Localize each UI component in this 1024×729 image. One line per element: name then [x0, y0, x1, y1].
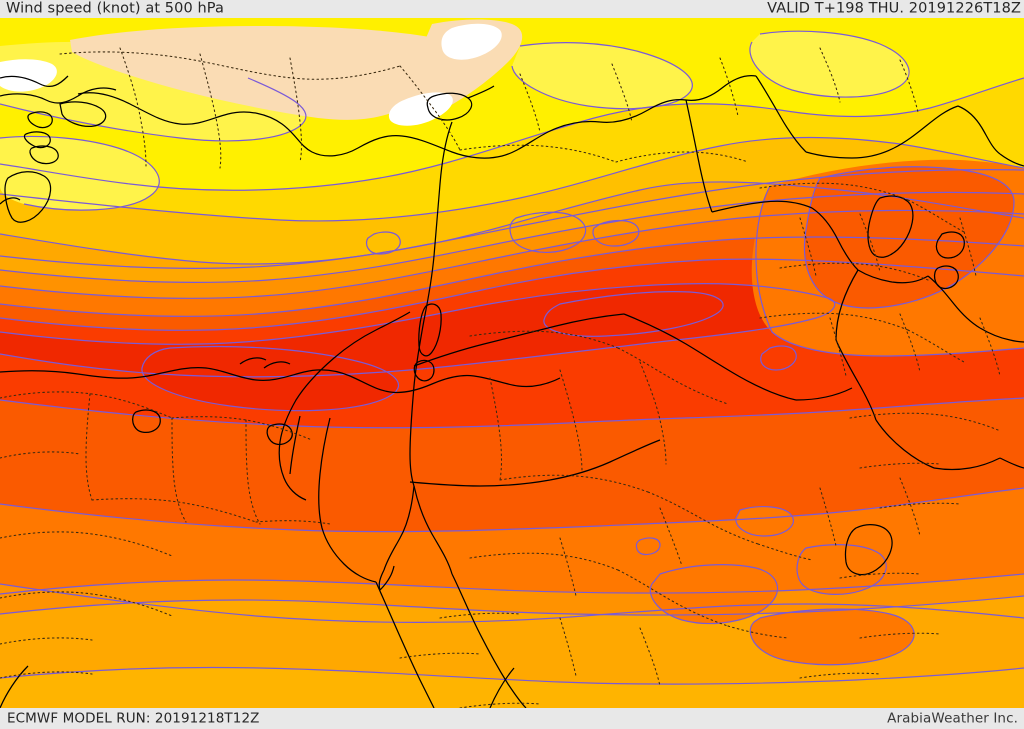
fill-patch-orange-small-2: [735, 506, 794, 536]
map-canvas[interactable]: [0, 18, 1024, 708]
coastline-and-borders: [0, 74, 1024, 708]
header-bar: Wind speed (knot) at 500 hPa VALID T+198…: [0, 0, 1024, 18]
fill-band-pale-yellow-4: [0, 136, 160, 211]
fill-band-red-core-2: [543, 291, 724, 337]
model-run-label: ECMWF MODEL RUN: 20191218T12Z: [7, 710, 260, 727]
fill-band-white-min-3: [0, 59, 57, 92]
fill-band-pale-yellow: [0, 41, 306, 141]
credit-label: ArabiaWeather Inc.: [887, 710, 1018, 727]
fill-band-white-min-2: [441, 23, 502, 60]
fill-band-red-core-3: [141, 346, 399, 411]
contour-lines: [0, 30, 1024, 685]
fill-band-pale-yellow-2: [512, 42, 693, 109]
fill-band-south-amber-2: [0, 667, 1024, 708]
fill-patch-orange-saudi-2: [797, 544, 887, 595]
fill-patch-orange-small: [636, 537, 660, 555]
fill-patch-orange-saudi-3: [750, 609, 915, 665]
footer-bar: ECMWF MODEL RUN: 20191218T12Z ArabiaWeat…: [0, 708, 1024, 729]
fill-band-pale-yellow-3: [749, 31, 910, 98]
fill-cell-red-isolated: [760, 346, 797, 370]
internal-admin-boundaries: [0, 47, 1001, 708]
page-title: Wind speed (knot) at 500 hPa: [6, 0, 224, 17]
fill-band-peach: [70, 26, 476, 120]
wind-speed-contour-layer: [0, 18, 1024, 708]
valid-time-label: VALID T+198 THU. 20191226T18Z: [767, 0, 1021, 17]
